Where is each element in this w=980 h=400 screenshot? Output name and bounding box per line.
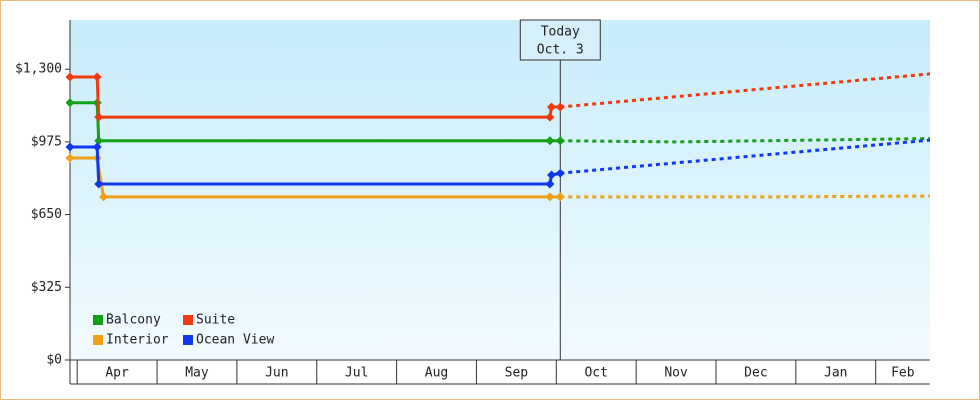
legend-swatch <box>93 315 103 325</box>
today-date: Oct. 3 <box>537 43 584 58</box>
x-tick-label: May <box>185 366 209 381</box>
price-point <box>92 72 102 82</box>
price-point <box>92 142 102 152</box>
plot-area <box>70 20 930 360</box>
x-tick-label: Feb <box>891 366 915 381</box>
price-point <box>65 72 75 82</box>
price-point <box>545 192 555 202</box>
x-tick-label: Oct <box>584 366 607 381</box>
price-point <box>65 142 75 152</box>
price-point <box>94 179 104 189</box>
x-tick-label: Apr <box>105 366 129 381</box>
price-point <box>545 179 555 189</box>
forecast-line <box>560 137 931 144</box>
price-point <box>555 168 565 178</box>
legend-label: Interior <box>106 333 169 348</box>
forecast-line <box>560 138 931 175</box>
y-tick-label: $1,300 <box>15 62 62 77</box>
x-tick-label: Aug <box>425 366 448 381</box>
y-tick-label: $325 <box>31 280 62 295</box>
price-point <box>65 153 75 163</box>
price-point <box>555 136 565 146</box>
y-tick-label: $975 <box>31 134 62 149</box>
x-tick-label: Jul <box>345 366 368 381</box>
today-label: Today <box>541 25 580 40</box>
price-point <box>65 98 75 108</box>
legend-swatch <box>183 315 193 325</box>
legend-label: Balcony <box>106 313 161 328</box>
x-tick-label: Dec <box>744 366 767 381</box>
legend-label: Suite <box>196 313 235 328</box>
x-tick-label: Nov <box>664 366 688 381</box>
today-box <box>519 19 601 61</box>
x-tick-label: Jun <box>265 366 288 381</box>
price-point <box>545 136 555 146</box>
price-point <box>545 112 555 122</box>
price-point <box>94 112 104 122</box>
price-point <box>555 192 565 202</box>
legend-swatch <box>93 335 103 345</box>
price-point <box>547 102 557 112</box>
y-tick-label: $0 <box>46 353 62 368</box>
price-point <box>555 102 565 112</box>
x-tick-label: Jan <box>824 366 847 381</box>
forecast-line <box>560 194 931 199</box>
y-tick-label: $650 <box>31 207 62 222</box>
forecast-line <box>560 72 931 109</box>
legend-label: Ocean View <box>196 333 274 348</box>
price-point <box>99 192 109 202</box>
legend-swatch <box>183 335 193 345</box>
price-point <box>547 170 557 180</box>
x-tick-label: Sep <box>505 366 529 381</box>
price-point <box>94 136 104 146</box>
